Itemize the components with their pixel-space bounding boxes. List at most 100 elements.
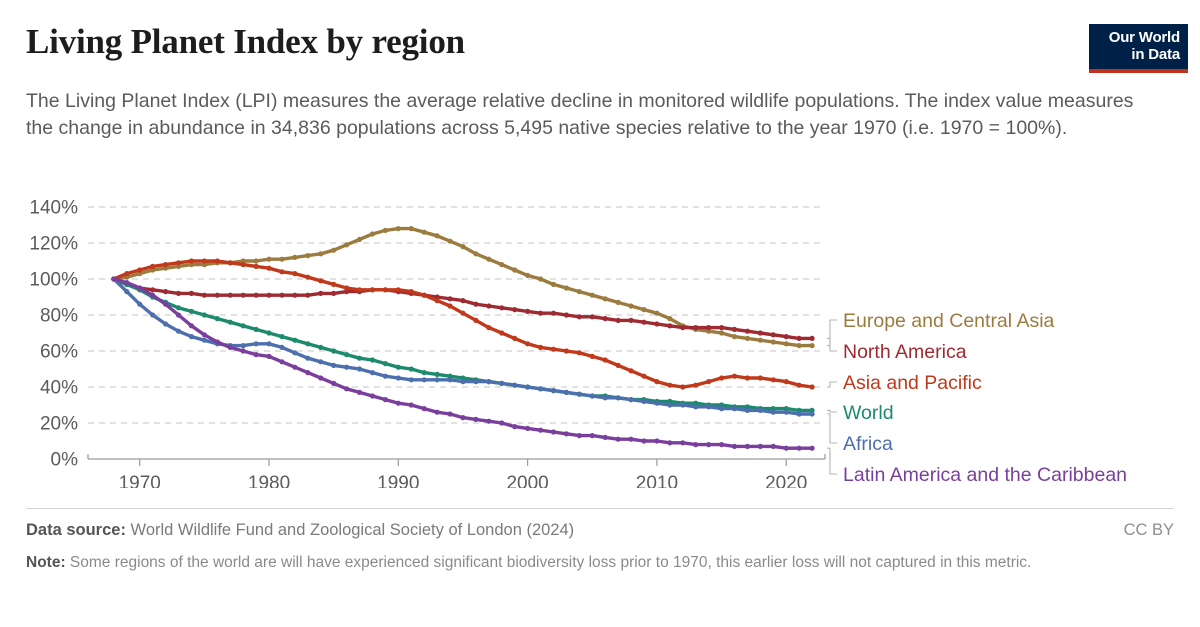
series-point[interactable] (434, 233, 440, 239)
series-point[interactable] (654, 379, 660, 385)
series-point[interactable] (356, 287, 363, 293)
series-point[interactable] (460, 375, 466, 381)
series-point[interactable] (447, 303, 453, 309)
series-point[interactable] (731, 326, 738, 332)
series-point[interactable] (550, 388, 557, 394)
series-point[interactable] (757, 330, 763, 336)
series-point[interactable] (240, 258, 246, 264)
series-point[interactable] (434, 371, 440, 377)
series-point[interactable] (706, 328, 712, 334)
series-point[interactable] (641, 307, 647, 313)
series-point[interactable] (356, 366, 363, 372)
series-point[interactable] (344, 386, 350, 392)
series-point[interactable] (473, 416, 479, 422)
series-point[interactable] (783, 406, 789, 412)
series-point[interactable] (408, 402, 414, 408)
series-point[interactable] (292, 271, 298, 277)
series-point[interactable] (499, 330, 505, 336)
series-point[interactable] (731, 373, 738, 379)
series-point[interactable] (253, 352, 259, 358)
series-point[interactable] (279, 359, 285, 365)
series-point[interactable] (731, 406, 738, 412)
series-point[interactable] (512, 307, 518, 313)
series-point[interactable] (356, 389, 363, 395)
series-point[interactable] (434, 409, 440, 415)
series-point[interactable] (796, 407, 802, 413)
series-point[interactable] (550, 346, 557, 352)
series-point[interactable] (770, 339, 776, 345)
series-point[interactable] (318, 278, 324, 284)
series-point[interactable] (201, 332, 207, 338)
series-point[interactable] (188, 290, 195, 296)
series-point[interactable] (175, 328, 182, 334)
series-point[interactable] (718, 375, 725, 381)
series-point[interactable] (537, 344, 544, 350)
series-point[interactable] (266, 353, 272, 359)
series-point[interactable] (550, 429, 557, 435)
series-point[interactable] (576, 350, 582, 356)
series-point[interactable] (447, 373, 453, 379)
series-point[interactable] (680, 384, 686, 390)
series-point[interactable] (137, 285, 143, 291)
series-point[interactable] (796, 445, 802, 451)
series-point[interactable] (680, 402, 686, 408)
series-point[interactable] (602, 357, 608, 363)
series-point[interactable] (408, 289, 414, 295)
series-point[interactable] (279, 256, 285, 262)
series-point[interactable] (718, 442, 725, 448)
series-point[interactable] (641, 319, 647, 325)
series-point[interactable] (770, 332, 776, 338)
series-point[interactable] (473, 301, 479, 307)
series-point[interactable] (318, 344, 324, 350)
series-point[interactable] (628, 397, 634, 403)
series-point[interactable] (331, 290, 337, 296)
series-point[interactable] (227, 260, 233, 266)
series-point[interactable] (175, 263, 182, 269)
series-point[interactable] (318, 359, 324, 365)
series-point[interactable] (693, 442, 699, 448)
series-point[interactable] (809, 343, 815, 349)
series-point[interactable] (654, 438, 660, 444)
series-point[interactable] (124, 280, 130, 286)
series-point[interactable] (460, 244, 466, 250)
series-point[interactable] (486, 418, 492, 424)
series-point[interactable] (201, 337, 207, 343)
series-point[interactable] (421, 229, 427, 235)
series-point[interactable] (214, 258, 220, 264)
series-point[interactable] (447, 411, 453, 417)
series-point[interactable] (318, 251, 324, 257)
series-point[interactable] (744, 443, 751, 449)
series-point[interactable] (576, 433, 582, 439)
series-point[interactable] (344, 289, 350, 295)
series-point[interactable] (667, 382, 673, 388)
series-point[interactable] (240, 323, 246, 329)
series-point[interactable] (214, 292, 220, 298)
series-point[interactable] (770, 406, 776, 412)
series-point[interactable] (305, 370, 311, 376)
series-point[interactable] (408, 366, 414, 372)
series-point[interactable] (460, 310, 466, 316)
series-point[interactable] (499, 420, 505, 426)
series-point[interactable] (744, 404, 751, 410)
series-point[interactable] (214, 339, 220, 345)
series-point[interactable] (809, 407, 815, 413)
series-point[interactable] (408, 377, 414, 383)
series-point[interactable] (369, 231, 376, 237)
series-point[interactable] (447, 377, 453, 383)
series-point[interactable] (512, 424, 518, 430)
series-point[interactable] (473, 251, 479, 257)
series-point[interactable] (486, 325, 492, 331)
series-point[interactable] (188, 334, 195, 340)
series-point[interactable] (266, 292, 272, 298)
series-point[interactable] (240, 262, 246, 268)
series-point[interactable] (589, 314, 595, 320)
series-point[interactable] (770, 443, 776, 449)
series-point[interactable] (150, 312, 156, 318)
series-point[interactable] (266, 341, 272, 347)
series-point[interactable] (486, 303, 492, 309)
series-point[interactable] (667, 316, 673, 322)
series-point[interactable] (796, 343, 802, 349)
series-point[interactable] (615, 362, 621, 368)
series-point[interactable] (292, 350, 298, 356)
series-point[interactable] (731, 334, 738, 340)
